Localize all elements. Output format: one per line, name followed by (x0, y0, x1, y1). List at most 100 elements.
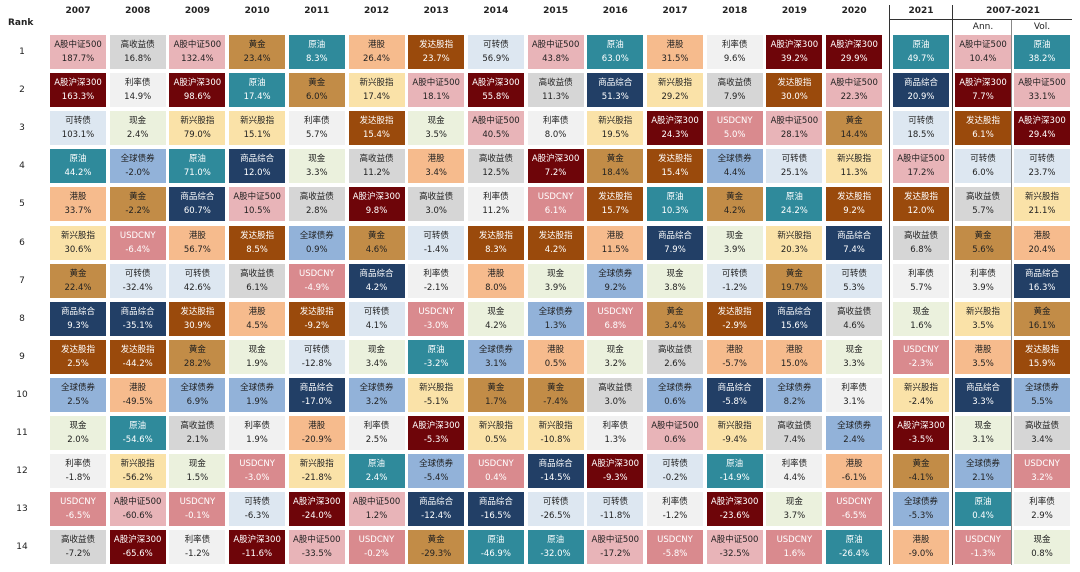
return-value: 8.0% (544, 130, 567, 141)
return-value: 1.2% (365, 511, 388, 522)
cell: 高收益债 6.1% (229, 263, 286, 298)
cell: USDCNY -6.5% (50, 492, 106, 527)
return-value: 4.6% (843, 320, 865, 331)
column-header: 2007 (65, 6, 91, 16)
return-value: 2.4% (365, 473, 388, 484)
return-value: 5.0% (723, 130, 746, 141)
cell: 全球债券 -5.3% (893, 492, 949, 527)
return-value: -17.2% (600, 549, 631, 560)
cell: 利率债 3.1% (826, 377, 883, 412)
cell: 高收益债 7.4% (766, 416, 823, 450)
return-value: -1.2% (185, 549, 210, 560)
asset-name: 新兴股指 (120, 459, 155, 470)
asset-name: 黄金 (69, 268, 87, 279)
return-value: -6.3% (244, 511, 270, 522)
return-value: 14.9% (124, 92, 152, 103)
return-value: 6.1% (544, 206, 567, 217)
cell: 全球债券 6.9% (169, 377, 226, 412)
asset-name: A股沪深300 (897, 421, 945, 431)
cell: 商品综合 4.2% (348, 263, 405, 298)
asset-name: 新兴股指 (60, 230, 95, 241)
cell: 新兴股指 29.2% (647, 73, 703, 108)
asset-name: 原油 (912, 40, 930, 50)
return-value: 1.9% (246, 396, 268, 407)
return-value: 18.4% (601, 168, 629, 179)
return-value: 23.7% (1028, 168, 1056, 179)
cell: 利率债 8.0% (527, 111, 584, 146)
asset-name: A股沪深300 (293, 497, 341, 508)
cell: 原油 0.4% (955, 492, 1011, 527)
cell: 黄金 18.4% (587, 149, 644, 184)
return-value: 23.4% (243, 54, 271, 64)
return-value: 4.2% (365, 282, 388, 293)
cell: 黄金 14.4% (826, 111, 883, 146)
cell: 可转债 4.1% (348, 301, 405, 336)
cell: A股沪深300 55.8% (467, 73, 524, 108)
cell: 原油 10.3% (647, 187, 703, 222)
cell: 黄金 -2.2% (109, 187, 166, 222)
column-header: 2020 (841, 6, 867, 16)
return-value: 55.8% (482, 92, 510, 103)
return-value: 4.1% (365, 320, 388, 331)
asset-name: 黄金 (785, 268, 803, 279)
cell: USDCNY -2.3% (893, 339, 949, 374)
return-value: 103.1% (61, 130, 95, 141)
return-value: 7.9% (664, 244, 686, 255)
column-header: 2012 (363, 6, 390, 16)
asset-name: 高收益债 (717, 78, 752, 89)
return-value: 0.4% (972, 511, 994, 522)
cell: 港股 26.4% (348, 35, 405, 69)
asset-name: 利率债 (65, 459, 91, 470)
asset-name: A股中证500 (770, 116, 819, 127)
asset-name: 港股 (666, 40, 684, 50)
cell: 新兴股指 20.3% (766, 225, 823, 260)
asset-name: 原油 (974, 497, 992, 508)
cell: 新兴股指 19.5% (587, 111, 644, 146)
asset-name: 黄金 (427, 535, 445, 546)
return-value: 16.1% (1028, 320, 1056, 331)
cell: 现金 3.7% (766, 492, 823, 527)
cell: 高收益债 3.4% (1014, 416, 1070, 450)
cell: 发达股指 4.2% (527, 225, 584, 260)
cell: A股中证500 0.6% (647, 416, 703, 450)
asset-name: 利率债 (970, 268, 996, 279)
asset-name: 原油 (69, 154, 87, 165)
return-value: 6.0% (972, 168, 994, 179)
return-value: -0.2% (364, 549, 389, 560)
return-value: 187.7% (61, 54, 95, 64)
asset-name: A股沪深300 (710, 497, 759, 508)
return-value: 49.7% (907, 54, 935, 64)
cell: 商品综合 16.3% (1014, 263, 1070, 298)
asset-name: 商品综合 (120, 306, 155, 317)
return-value: -21.8% (301, 473, 332, 484)
cell: 全球债券 3.2% (348, 377, 405, 412)
return-value: -14.5% (540, 473, 571, 484)
cell: 现金 3.2% (587, 339, 644, 374)
asset-name: USDCNY (418, 306, 455, 317)
cell: 全球债券 8.2% (766, 377, 823, 412)
asset-name: 可转债 (124, 268, 151, 279)
asset-name: 利率债 (184, 535, 211, 546)
asset-name: 发达股指 (837, 192, 872, 203)
asset-name: 港股 (427, 154, 445, 165)
return-value: 1.6% (910, 320, 932, 331)
cell: 利率债 5.7% (893, 263, 949, 298)
asset-name: 高收益债 (359, 154, 394, 165)
column-header: 2010 (244, 6, 270, 16)
asset-name: 利率债 (124, 78, 151, 89)
return-value: 10.3% (661, 206, 689, 217)
asset-name: 利率债 (1029, 497, 1055, 508)
return-value: 2.0% (67, 435, 89, 445)
rank: 4 (19, 161, 25, 172)
asset-name: USDCNY (478, 459, 514, 470)
return-value: 11.2% (362, 168, 390, 179)
asset-name: 现金 (188, 459, 206, 470)
cell: 利率债 1.9% (229, 416, 286, 450)
asset-name: 利率债 (483, 192, 509, 203)
asset-name: 发达股指 (60, 344, 95, 355)
asset-name: 新兴股指 (657, 78, 692, 89)
asset-name: 黄金 (248, 40, 266, 50)
return-value: 2.6% (664, 358, 686, 369)
column-header: 2021 (908, 6, 934, 16)
return-value: -4.1% (908, 473, 934, 484)
